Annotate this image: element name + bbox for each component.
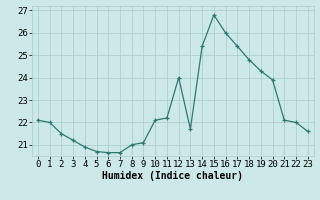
X-axis label: Humidex (Indice chaleur): Humidex (Indice chaleur): [102, 171, 243, 181]
